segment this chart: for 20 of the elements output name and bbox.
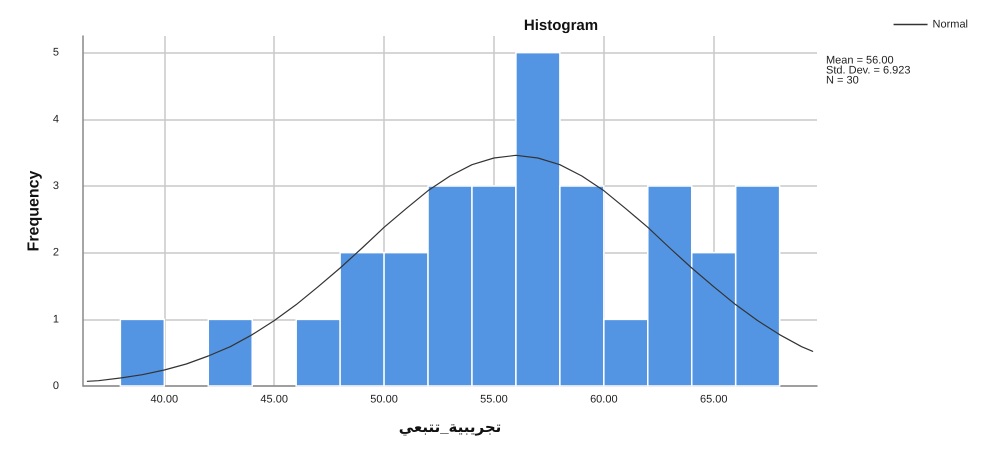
x-tick-label: 60.00 [590, 394, 618, 406]
y-tick-label: 1 [52, 313, 59, 326]
text: Std. Dev. = 6.923 [826, 64, 910, 76]
y-axis-title: Frequency [25, 170, 42, 252]
y-tick-label: 5 [52, 46, 59, 59]
y-tick-label: 2 [52, 246, 59, 259]
x-tick-label: 50.00 [370, 394, 398, 406]
x-axis-title: تجريبية_تتبعي [398, 419, 502, 436]
text: Mean = 56.00 [826, 54, 894, 66]
x-tick-label: 65.00 [700, 394, 728, 406]
text: N = 30 [826, 74, 859, 86]
x-tick-label: 40.00 [150, 394, 178, 406]
x-tick-label: 55.00 [480, 394, 508, 406]
chart-title: Histogram [524, 17, 598, 34]
y-tick-label: 4 [52, 113, 59, 126]
x-tick-label: 45.00 [260, 394, 288, 406]
line-series [86, 154, 814, 382]
y-tick-label: 3 [52, 180, 59, 192]
y-tick-label: 0 [52, 380, 59, 392]
legend-label: Normal [932, 18, 968, 30]
